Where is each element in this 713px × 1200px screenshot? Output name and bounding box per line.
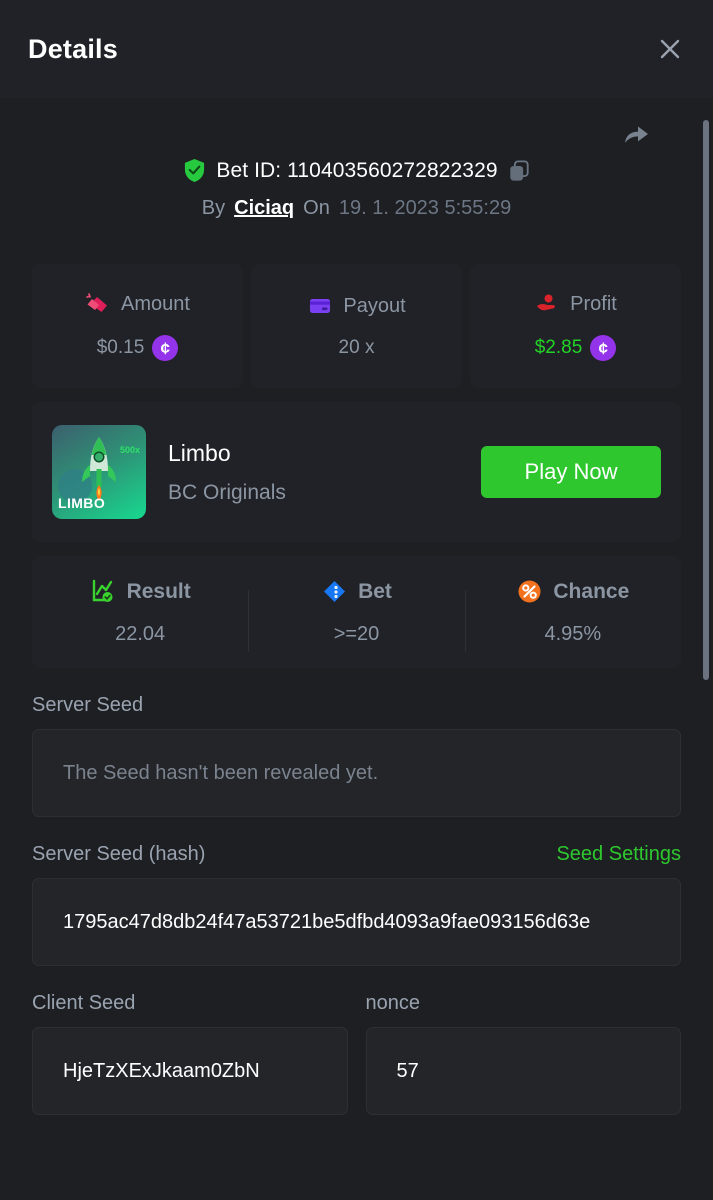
stat-label: Profit <box>570 292 617 315</box>
copy-icon[interactable] <box>508 159 530 183</box>
server-seed-hash-value[interactable]: 1795ac47d8db24f47a53721be5dfbd4093a9fae0… <box>32 878 681 966</box>
result-label: Chance <box>553 579 630 603</box>
stats-row: Amount $0.15 ¢ Payout 20 x <box>32 264 681 388</box>
stat-head: Amount <box>85 291 190 317</box>
nonce-label-row: nonce <box>366 992 682 1015</box>
client-seed-value[interactable]: HjeTzXExJkaam0ZbN <box>32 1027 348 1115</box>
tags-icon <box>86 293 108 312</box>
by-label: By <box>201 197 226 219</box>
bet-date: 19. 1. 2023 5:55:29 <box>338 197 512 219</box>
server-seed-field: Server Seed The Seed hasn't been reveale… <box>32 694 681 817</box>
game-card[interactable]: 500x LIMBO Limbo BC Originals Play Now <box>32 402 681 542</box>
result-head: Chance <box>516 578 629 605</box>
bet-id-label: Bet ID: 110403560272822329 <box>216 158 498 182</box>
shield-check-icon <box>185 159 205 182</box>
game-thumbnail[interactable]: 500x LIMBO <box>52 425 146 519</box>
client-seed-field: Client Seed HjeTzXExJkaam0ZbN <box>32 992 348 1115</box>
modal-body: Bet ID: 110403560272822329 By Ciciaq On … <box>0 98 713 1200</box>
result-value: 22.04 <box>115 623 166 645</box>
share-icon[interactable] <box>621 120 651 150</box>
hand-profit-icon <box>537 294 556 311</box>
stat-card-profit: Profit $2.85 ¢ <box>470 264 681 388</box>
stat-value-wrap: 20 x <box>339 337 375 359</box>
rocket-icon <box>82 437 116 501</box>
server-seed-hash-label: Server Seed (hash) <box>32 843 206 865</box>
stat-value-wrap: $2.85 ¢ <box>535 335 617 361</box>
result-col-result: Result 22.04 <box>32 578 248 646</box>
result-value: 4.95% <box>544 623 602 645</box>
result-col-chance: Chance 4.95% <box>464 578 681 652</box>
stat-value: $2.85 <box>534 337 583 358</box>
game-meta: Limbo BC Originals <box>168 440 459 505</box>
thumb-multiplier: 500x <box>120 440 140 456</box>
play-now-button[interactable]: Play Now <box>481 446 661 498</box>
stat-card-amount: Amount $0.15 ¢ <box>32 264 243 388</box>
server-seed-label: Server Seed <box>32 694 144 716</box>
result-col-bet: Bet >=20 <box>248 578 464 652</box>
stat-label: Amount <box>121 292 190 315</box>
result-label: Bet <box>358 579 392 603</box>
nonce-value[interactable]: 57 <box>365 1027 681 1115</box>
share-row <box>32 98 681 150</box>
game-provider: BC Originals <box>168 480 286 504</box>
client-seed-label: Client Seed <box>32 992 136 1014</box>
stat-head: Profit <box>534 291 617 317</box>
card-icon <box>310 299 331 313</box>
scrollbar-thumb[interactable] <box>703 120 709 680</box>
result-head: Bet <box>321 578 392 605</box>
thumb-title: LIMBO <box>58 495 106 511</box>
seed-settings-link[interactable]: Seed Settings <box>556 843 681 865</box>
nonce-label: nonce <box>365 992 421 1014</box>
close-icon[interactable] <box>653 32 687 66</box>
page-title: Details <box>28 33 118 64</box>
on-label: On <box>303 197 330 219</box>
stat-value: $0.15 <box>96 337 145 358</box>
stat-label: Payout <box>343 294 406 317</box>
game-name: Limbo <box>168 439 231 466</box>
stat-card-payout: Payout 20 x <box>251 264 462 388</box>
result-row: Result 22.04 Bet >=20 <box>32 556 681 668</box>
scrollbar[interactable] <box>703 120 709 1180</box>
bet-id-row: Bet ID: 110403560272822329 <box>32 158 681 183</box>
result-head: Result <box>90 578 191 605</box>
bet-byline: By Ciciaq On 19. 1. 2023 5:55:29 <box>32 197 681 220</box>
bet-username[interactable]: Ciciaq <box>234 197 295 219</box>
close-icon-glyph <box>660 39 680 59</box>
thumb-multiplier-suffix: x <box>134 445 140 455</box>
bet-diamond-icon <box>324 581 346 602</box>
coin-icon: ¢ <box>152 335 179 361</box>
result-value: >=20 <box>333 623 380 645</box>
percent-icon <box>518 580 541 603</box>
nonce-field: nonce 57 <box>365 992 682 1115</box>
server-seed-value[interactable]: The Seed hasn't been revealed yet. <box>32 729 681 817</box>
server-seed-hash-label-row: Server Seed (hash) Seed Settings <box>32 843 681 866</box>
thumb-multiplier-value: 500 <box>119 445 135 455</box>
stat-head: Payout <box>307 293 406 319</box>
client-seed-nonce-row: Client Seed HjeTzXExJkaam0ZbN nonce 57 <box>32 966 681 1115</box>
stat-value: 20 x <box>338 337 375 358</box>
stat-value-wrap: $0.15 ¢ <box>97 335 179 361</box>
result-label: Result <box>126 579 191 603</box>
client-seed-label-row: Client Seed <box>32 992 348 1015</box>
server-seed-hash-field: Server Seed (hash) Seed Settings 1795ac4… <box>32 843 681 966</box>
coin-icon: ¢ <box>590 335 617 361</box>
modal-header: Details <box>0 0 713 98</box>
server-seed-label-row: Server Seed <box>32 694 681 717</box>
chart-check-icon <box>92 579 113 602</box>
share-icon-glyph <box>625 126 648 143</box>
